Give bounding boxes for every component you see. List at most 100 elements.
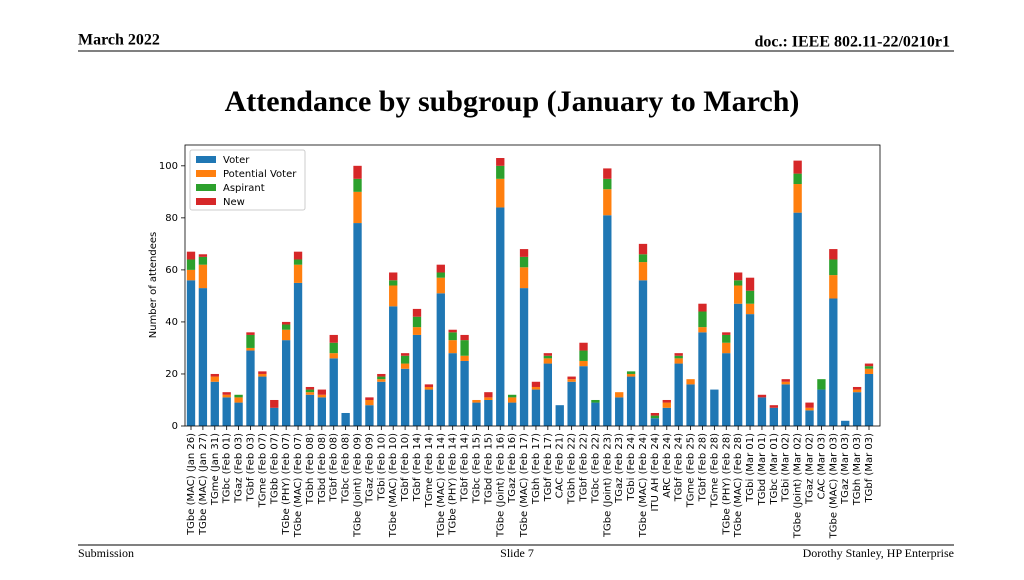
bar-segment <box>543 363 553 426</box>
y-tick-label: 100 <box>159 161 178 172</box>
bar-segment <box>424 386 434 390</box>
x-tick-label: TGme (Feb 28) <box>709 433 720 508</box>
bar-segment <box>234 394 243 398</box>
bar-segment <box>650 415 660 419</box>
bar-segment <box>674 353 683 356</box>
bar-segment <box>293 282 303 426</box>
bar-segment <box>626 373 636 377</box>
x-tick-label: TGbh (Feb 17) <box>531 433 542 505</box>
bar-segment <box>674 358 683 364</box>
bar-segment <box>341 412 350 426</box>
legend-swatch <box>196 184 216 191</box>
bar-segment <box>603 168 612 179</box>
bar-segment <box>412 334 422 426</box>
x-tick-label: TGbe (MAC) (Feb 07) <box>293 433 304 538</box>
bar-segment <box>448 340 457 354</box>
bar-segment <box>186 269 196 281</box>
bar-segment <box>496 207 505 426</box>
bar-segment <box>424 384 434 387</box>
bar-segment <box>496 158 505 166</box>
bar-segment <box>293 251 303 260</box>
bar-segment <box>603 215 612 426</box>
bar-segment <box>281 329 291 341</box>
bar-segment <box>317 394 327 398</box>
y-axis-label: Number of attendees <box>148 232 159 339</box>
bar-segment <box>852 386 862 390</box>
x-tick-label: TGbf (Feb 24) <box>674 433 685 502</box>
bar-segment <box>626 376 636 426</box>
footer-left: Submission <box>78 546 134 560</box>
x-tick-label: TGbi (Mar 02) <box>781 433 792 503</box>
bar-segment <box>852 389 862 393</box>
bar-segment <box>377 376 386 380</box>
x-tick-label: TGaz (Mar 02) <box>805 433 816 505</box>
bar-segment <box>365 405 374 426</box>
bar-segment <box>246 332 255 335</box>
bar-segment <box>389 280 398 286</box>
x-tick-label: TGbe (MAC) (Jan 26) <box>186 433 197 536</box>
x-tick-label: TGbf (Feb 28) <box>697 433 708 502</box>
bar-segment <box>305 389 315 393</box>
y-tick-label: 80 <box>165 213 178 224</box>
bar-segment <box>281 321 291 325</box>
legend-label: Voter <box>223 155 250 166</box>
x-tick-label: TGbf (Feb 14) <box>412 433 423 502</box>
bar-segment <box>543 358 553 364</box>
bar-segment <box>472 399 481 403</box>
x-tick-label: TGbe (MAC) (Feb 17) <box>519 433 530 538</box>
x-tick-label: TGbe (Joint) (Feb 23) <box>602 433 613 538</box>
bar-segment <box>722 332 731 335</box>
x-tick-label: TGbf (Feb 17) <box>543 433 554 502</box>
bar-segment <box>733 272 743 281</box>
legend-box <box>189 149 306 211</box>
y-tick-label: 20 <box>165 369 178 380</box>
bar-segment <box>733 280 743 286</box>
bar-segment <box>698 303 707 312</box>
bar-segment <box>579 350 588 361</box>
bar-segment <box>400 368 410 426</box>
y-tick-label: 60 <box>165 265 178 276</box>
bar-segment <box>793 160 802 174</box>
bar-segment <box>270 407 279 426</box>
bar-segment <box>805 402 814 408</box>
x-tick-label: TGaz (Mar 03) <box>840 433 851 505</box>
bar-segment <box>436 277 445 294</box>
bar-segment <box>543 353 553 356</box>
bar-segment <box>496 178 505 208</box>
bar-segment <box>210 376 219 382</box>
x-tick-label: TGbc (Feb 08) <box>341 433 352 504</box>
bar-segment <box>448 332 457 341</box>
bar-segment <box>805 407 814 411</box>
bar-segment <box>686 379 695 385</box>
bar-segment <box>817 379 826 390</box>
x-tick-label: ARC (Feb 24) <box>662 433 673 498</box>
bar-segment <box>484 397 493 400</box>
bar-segment <box>793 212 802 426</box>
bar-segment <box>781 384 790 426</box>
x-tick-label: TGbf (Feb 03) <box>245 433 256 502</box>
bar-segment <box>210 381 219 426</box>
legend-swatch <box>196 156 216 163</box>
bar-segment <box>638 280 648 426</box>
bar-segment <box>222 394 231 398</box>
bar-segment <box>698 332 707 426</box>
x-tick-label: TGbe (MAC) (Feb 14) <box>436 433 447 538</box>
bar-segment <box>472 402 481 426</box>
bar-segment <box>293 259 303 265</box>
bar-segment <box>305 386 315 390</box>
footer-center: Slide 7 <box>500 546 534 560</box>
bar-segment <box>686 384 695 426</box>
x-tick-label: TGbf (Feb 14) <box>460 433 471 502</box>
y-tick-label: 40 <box>165 317 178 328</box>
x-tick-label: TGbe (MAC) (Jan 27) <box>198 433 209 536</box>
bar-segment <box>769 405 779 408</box>
bar-segment <box>519 288 529 426</box>
bar-segment <box>567 379 576 382</box>
bar-segment <box>270 399 279 408</box>
x-tick-label: TGbf (Feb 08) <box>329 433 340 502</box>
bar-segment <box>389 306 398 426</box>
bar-segment <box>793 173 802 185</box>
bar-segment <box>222 392 231 395</box>
bar-segment <box>793 184 802 213</box>
